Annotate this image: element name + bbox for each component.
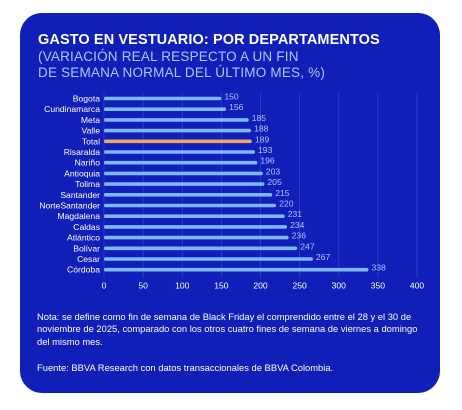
bar: [104, 160, 258, 165]
bar: [104, 214, 285, 218]
category-label: Meta: [81, 115, 100, 125]
bar: [104, 225, 288, 229]
x-tick-label: 300: [332, 281, 347, 291]
bar: [104, 267, 369, 272]
category-label: Córdoba: [67, 265, 100, 275]
bar: [104, 257, 313, 261]
value-label: 220: [279, 199, 294, 209]
subtitle-line-1: (VARIACIÓN REAL RESPECTO A UN FIN: [38, 49, 299, 64]
labels: 0 50 100 150 200 250 300 350 400 Bogota 150 Cundina…: [39, 92, 424, 291]
value-label: 215: [275, 188, 290, 198]
bars: [104, 96, 369, 272]
value-label: 236: [292, 231, 307, 241]
value-label: 185: [252, 113, 267, 123]
bar: [104, 118, 249, 122]
bar: [104, 139, 252, 144]
category-label: Nariño: [75, 158, 101, 168]
bar: [104, 182, 265, 186]
x-tick-label: 350: [371, 281, 386, 291]
value-label: 205: [267, 177, 282, 187]
value-label: 196: [260, 156, 275, 166]
category-label: Bolívar: [73, 243, 100, 253]
value-label: 150: [224, 92, 239, 102]
category-label: Santander: [60, 190, 100, 200]
bar: [104, 150, 256, 154]
x-tick-label: 50: [138, 281, 148, 291]
bar: [104, 193, 273, 197]
x-tick-label: 0: [102, 281, 107, 291]
chart-subtitle: (VARIACIÓN REAL RESPECTO A UN FIN DE SEM…: [38, 49, 433, 81]
category-label: NorteSantander: [39, 201, 100, 211]
category-label: Bogota: [73, 94, 100, 104]
x-tick-label: 150: [214, 281, 229, 291]
chart-source: Fuente: BBVA Research con datos transacc…: [37, 362, 334, 373]
category-label: Cundinamarca: [44, 104, 100, 114]
bar-chart: 0 50 100 150 200 250 300 350 400 Bogota 150 Cundina…: [39, 92, 424, 291]
value-label: 267: [316, 252, 331, 262]
value-label: 156: [229, 102, 244, 112]
x-tick-label: 400: [410, 281, 425, 291]
x-tick-label: 100: [175, 281, 190, 291]
chart-card: GASTO EN VESTUARIO: POR DEPARTAMENTOS (V…: [20, 13, 440, 393]
category-label: Caldas: [73, 222, 100, 232]
value-label: 338: [371, 263, 386, 273]
category-label: Tolima: [75, 179, 100, 189]
category-label: Antioquia: [64, 168, 100, 178]
x-tick-label: 250: [292, 281, 307, 291]
bar: [104, 128, 252, 133]
value-label: 203: [266, 166, 281, 176]
subtitle-line-2: DE SEMANA NORMAL DEL ÚLTIMO MES, %): [38, 65, 326, 80]
category-label: Cesar: [77, 254, 100, 264]
bar: [104, 107, 227, 111]
bar: [104, 235, 289, 240]
category-label: Risaralda: [64, 147, 101, 157]
value-label: 247: [300, 241, 315, 251]
x-tick-label: 200: [253, 281, 268, 291]
category-label: Valle: [82, 126, 101, 136]
bar: [104, 171, 263, 176]
value-label: 189: [255, 134, 270, 144]
category-label: Atlántico: [67, 233, 100, 243]
bar: [104, 96, 222, 101]
value-label: 193: [258, 145, 273, 155]
category-label: Magdalena: [57, 211, 100, 221]
bar: [104, 246, 298, 251]
bar: [104, 203, 277, 208]
category-label: Total: [82, 136, 100, 146]
value-label: 188: [254, 124, 269, 134]
chart-title: GASTO EN VESTUARIO: POR DEPARTAMENTOS: [38, 32, 380, 48]
chart-note: Nota: se define como fin de semana de Bl…: [37, 311, 418, 347]
value-label: 231: [288, 209, 303, 219]
value-label: 234: [290, 220, 305, 230]
